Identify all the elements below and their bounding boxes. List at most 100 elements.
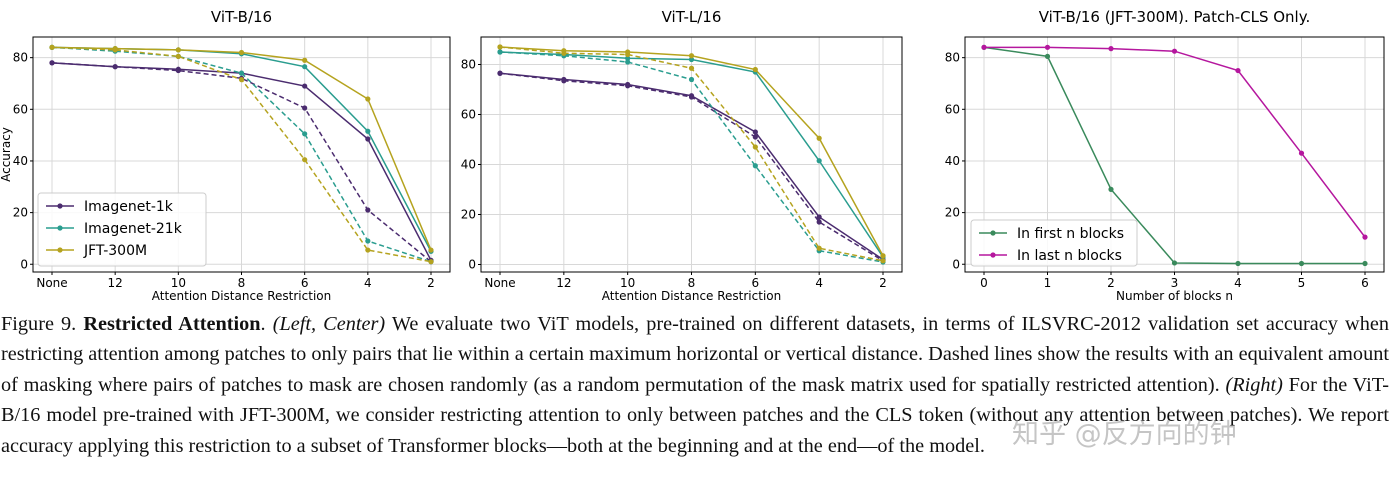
y-axis-label: Accuracy — [0, 127, 13, 182]
data-point — [49, 60, 55, 66]
data-point — [497, 49, 503, 55]
x-tick-label: 1 — [1044, 276, 1052, 290]
y-tick-label: 60 — [13, 102, 28, 116]
legend-swatch-marker — [990, 252, 996, 258]
data-point — [365, 128, 371, 134]
data-point — [112, 64, 118, 70]
data-point — [1171, 48, 1178, 54]
x-tick-label: 10 — [620, 276, 635, 290]
data-point — [428, 259, 434, 265]
data-point — [816, 245, 822, 251]
caption-text-2: For the ViT-B/16 model pre-trained with … — [1, 373, 1389, 457]
plot-frame — [480, 36, 903, 273]
y-tick-label: 60 — [945, 102, 960, 116]
data-point — [561, 50, 567, 56]
data-point — [688, 56, 695, 63]
data-point — [625, 59, 631, 65]
y-tick-label: 40 — [461, 158, 476, 172]
x-tick-label: 2 — [1107, 276, 1115, 290]
y-tick-label: 80 — [945, 51, 960, 65]
plot-frame — [32, 36, 451, 273]
data-point — [365, 136, 371, 142]
legend: Imagenet-1k Imagenet-21k JFT-300M — [37, 192, 207, 267]
data-point — [880, 253, 886, 259]
data-point — [1044, 53, 1051, 59]
y-tick-label: 20 — [13, 206, 28, 220]
data-point — [49, 44, 55, 50]
data-point — [497, 70, 503, 76]
x-tick-label: 4 — [364, 276, 372, 290]
x-tick-label: 0 — [980, 276, 988, 290]
data-point — [688, 94, 695, 100]
x-tick-label: 4 — [815, 276, 823, 290]
data-point — [1235, 67, 1241, 74]
chart-panel-2: 0 20 40 60 80 None 12 10 8 6 4 2 ViT-L/16 Attention D… — [461, 8, 903, 303]
data-point — [1171, 260, 1178, 266]
legend-swatch-marker — [57, 247, 63, 253]
data-point — [880, 258, 886, 264]
data-point — [238, 77, 245, 83]
data-point — [1108, 46, 1114, 52]
data-point — [175, 53, 181, 59]
x-tick-label: 2 — [879, 276, 887, 290]
data-point — [497, 44, 503, 50]
y-tick-label: 80 — [13, 51, 28, 65]
data-point — [752, 144, 758, 150]
data-point — [1235, 260, 1241, 267]
legend: In first n blocks In last n blocks — [970, 219, 1138, 267]
y-tick-label: 80 — [461, 58, 476, 72]
plot-frame — [964, 36, 1385, 273]
data-point — [752, 163, 758, 169]
legend-label: Imagenet-21k — [84, 221, 183, 237]
chart-panel-1: 0 20 40 60 80 None 12 10 8 6 4 2 ViT-B/16 Attention D… — [0, 8, 451, 303]
x-axis-label: Attention Distance Restriction — [152, 289, 331, 303]
data-point — [688, 53, 695, 59]
y-tick-label: 60 — [461, 108, 476, 122]
caption-bold-title: Restricted Attention — [83, 313, 261, 335]
data-point — [1044, 44, 1051, 50]
y-tick-label: 40 — [13, 154, 28, 168]
data-point — [625, 83, 631, 89]
x-tick-label: None — [484, 276, 515, 290]
caption-right: (Right) — [1225, 373, 1283, 396]
data-point — [112, 47, 118, 53]
data-point — [1362, 234, 1368, 240]
caption-fig-label: Figure 9. — [1, 313, 77, 335]
data-point — [816, 158, 822, 164]
data-point — [1362, 260, 1368, 267]
data-point — [238, 70, 245, 76]
data-point — [752, 66, 758, 73]
figure-caption: Figure 9. Restricted Attention. (Left, C… — [1, 309, 1389, 461]
legend-label: JFT-300M — [83, 243, 147, 259]
data-point — [816, 214, 822, 220]
y-tick-label: 0 — [952, 257, 960, 271]
data-point — [688, 65, 695, 71]
x-tick-label: 6 — [301, 276, 309, 290]
x-tick-label: 3 — [1171, 276, 1179, 290]
data-point — [752, 134, 758, 140]
x-tick-label: 8 — [238, 276, 246, 290]
data-point — [1108, 186, 1114, 192]
legend-box — [37, 192, 207, 267]
x-tick-label: None — [36, 276, 67, 290]
data-point — [302, 131, 308, 137]
data-point — [816, 135, 822, 141]
chart-panel-3: 0 20 40 60 80 0 1 2 3 4 5 6 ViT-B/16 (JFT-300M). Pat… — [945, 8, 1385, 303]
y-tick-label: 20 — [945, 206, 960, 220]
caption-text-1: We evaluate two ViT models, pre-trained … — [1, 313, 1389, 396]
data-point — [302, 83, 308, 89]
series-in-last-n-blocks-solid — [981, 44, 1368, 240]
data-point — [238, 49, 245, 56]
x-tick-label: 6 — [1361, 276, 1369, 290]
chart-title: ViT-L/16 — [662, 8, 722, 26]
data-point — [688, 76, 695, 83]
legend-label: In first n blocks — [1017, 226, 1124, 242]
x-tick-label: 10 — [171, 276, 186, 290]
data-point — [175, 67, 181, 74]
data-point — [365, 207, 371, 213]
chart-title: ViT-B/16 (JFT-300M). Patch-CLS Only. — [1039, 8, 1310, 26]
legend-label: Imagenet-1k — [84, 199, 174, 215]
caption-title-period: . — [260, 313, 266, 335]
series-jft-300m-dashed — [49, 44, 434, 265]
